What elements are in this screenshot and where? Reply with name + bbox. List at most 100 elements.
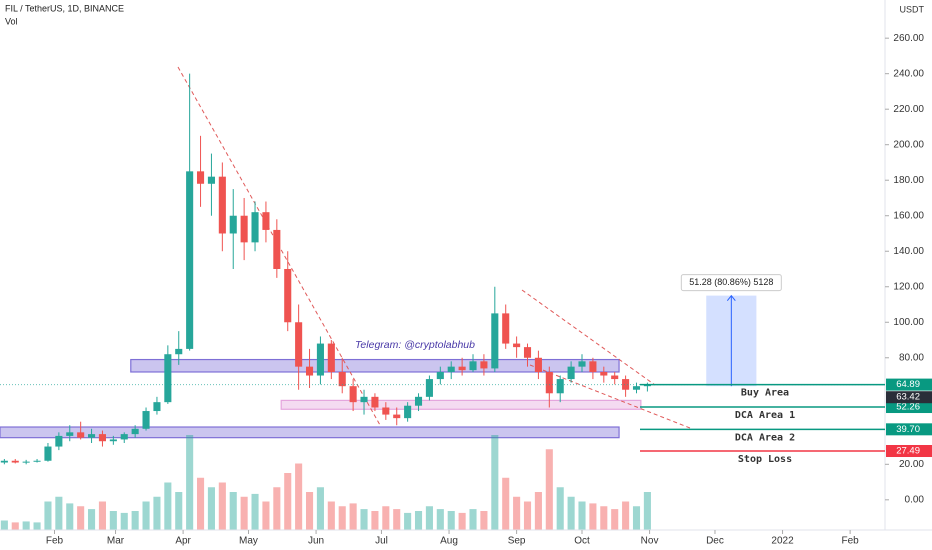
candle-body (229, 215, 237, 234)
volume-bar (240, 496, 248, 530)
y-tick-label: 240.00 (893, 68, 924, 79)
x-tick-label: Jun (308, 536, 324, 547)
y-tick-label: 220.00 (893, 104, 924, 115)
y-tick-label: 20.00 (899, 459, 924, 470)
volume-bar (567, 496, 575, 530)
candle-body (404, 405, 412, 419)
volume-bar (251, 493, 259, 530)
level-badge (886, 423, 932, 436)
volume-bar (316, 487, 324, 530)
x-tick-label: Feb (842, 536, 860, 547)
candle-body (349, 386, 357, 403)
level-label: Stop Loss (738, 454, 792, 465)
volume-bar (425, 506, 433, 530)
volume-bar (360, 509, 368, 530)
volume-bar (382, 506, 390, 530)
candle-body (600, 371, 608, 376)
volume-bar (153, 496, 161, 530)
candle-body (556, 379, 564, 394)
level-label: Buy Area (741, 388, 789, 399)
volume-bar (632, 506, 641, 530)
candle-body (643, 384, 651, 387)
candle-body (469, 361, 477, 371)
volume-bar (88, 509, 96, 530)
candle-body (327, 343, 335, 372)
level-label: DCA Area 2 (735, 432, 795, 443)
x-tick-label: Apr (175, 536, 191, 547)
candle-body (316, 343, 324, 376)
trend-line (529, 364, 691, 429)
candle-body (382, 407, 390, 415)
volume-bar (22, 521, 30, 530)
volume-bar (175, 492, 183, 530)
candle-body (545, 371, 553, 394)
candle-body (414, 396, 423, 406)
x-tick-label: 2022 (771, 536, 794, 547)
volume-bar (480, 511, 488, 530)
candle-body (186, 171, 194, 349)
volume-bar (534, 492, 542, 530)
volume-bar (600, 506, 608, 530)
candle-body (567, 366, 575, 380)
volume-bar (513, 496, 521, 530)
volume-bar (11, 522, 19, 530)
y-tick-label: 180.00 (893, 175, 924, 186)
candle-body (305, 366, 314, 376)
y-tick-label: 260.00 (893, 33, 924, 44)
candle-body (622, 379, 630, 390)
measure-label-bg (680, 274, 782, 292)
volume-bar (458, 512, 466, 530)
candle-body (611, 375, 619, 380)
volume-bar (55, 496, 63, 530)
y-tick-label: 0.00 (905, 494, 925, 505)
candle-body (142, 411, 150, 429)
candle-body (273, 229, 281, 269)
level-label: DCA Area 1 (735, 410, 795, 421)
candle-body (164, 354, 172, 403)
candle-body (491, 313, 499, 369)
volume-bar (556, 487, 564, 530)
level-badge-label: 64.89 (896, 379, 920, 390)
candle-body (240, 215, 248, 243)
last-price-label: 63.42 (896, 392, 920, 403)
candle-body (458, 366, 466, 371)
measure-arrowhead (726, 294, 736, 301)
chart-subtitle: Vol (5, 16, 18, 26)
volume-bar (502, 477, 510, 530)
last-price-badge (886, 391, 932, 404)
volume-bar (622, 501, 630, 530)
candle-body (338, 371, 346, 387)
volume-bar (643, 492, 651, 530)
y-tick-label: 160.00 (893, 210, 924, 221)
volume-bar (120, 512, 128, 530)
candle-body (218, 176, 226, 234)
volume-bar (349, 503, 357, 530)
volume-bar (109, 511, 117, 530)
volume-bar (447, 511, 455, 530)
level-badge (886, 401, 932, 414)
volume-bar (305, 492, 314, 530)
volume-bar (491, 435, 499, 530)
volume-bar (404, 512, 412, 530)
candle-body (196, 171, 205, 184)
volume-bar (523, 501, 532, 530)
volume-bar (218, 482, 226, 530)
candle-body (425, 379, 433, 397)
volume-bar (229, 492, 237, 530)
candle-body (360, 396, 368, 403)
candle-body (393, 414, 401, 419)
x-tick-label: Aug (440, 536, 458, 547)
volume-bar (469, 509, 477, 530)
candle-body (55, 435, 63, 447)
candle-body (33, 460, 41, 462)
volume-bar (273, 487, 281, 530)
volume-bar (371, 511, 379, 530)
level-badge-label: 39.70 (896, 424, 920, 435)
candle-body (22, 461, 30, 463)
zone (0, 426, 620, 439)
annotation: Telegram: @cryptolabhub (355, 339, 475, 351)
x-tick-label: Nov (641, 536, 659, 547)
candle-body (66, 432, 74, 436)
candle-body (98, 434, 106, 442)
